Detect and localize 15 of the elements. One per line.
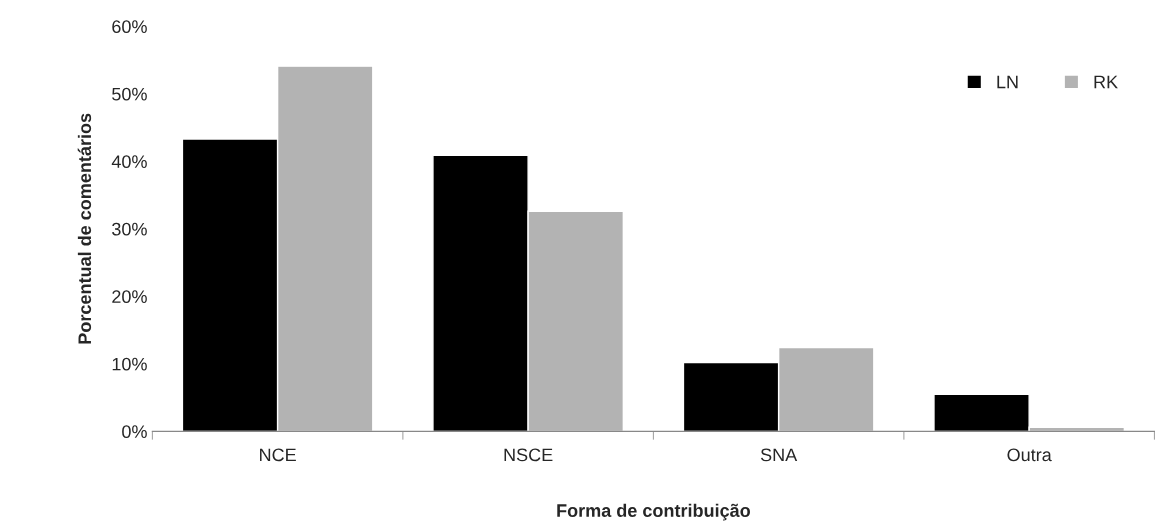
y-tick-label: 30% [112,222,147,236]
x-axis-title: Forma de contribuição [557,503,750,521]
x-tick-label: SNA [760,448,798,462]
y-tick-label: 60% [112,20,147,34]
y-tick-label: 50% [112,87,147,101]
y-tick-label: 40% [111,155,147,169]
y-tick-label: 0% [122,425,147,439]
y-axis-title: Porcentual de comentários [77,113,92,344]
y-tick-label: 10% [112,357,147,371]
legend-label: LN [997,75,1018,89]
x-tick-label: NCE [260,448,296,462]
x-tick-label: Outra [1007,448,1052,462]
x-tick-label: NSCE [504,448,553,462]
y-tick-label: 20% [112,290,147,304]
legend-label: RK [1094,75,1118,89]
